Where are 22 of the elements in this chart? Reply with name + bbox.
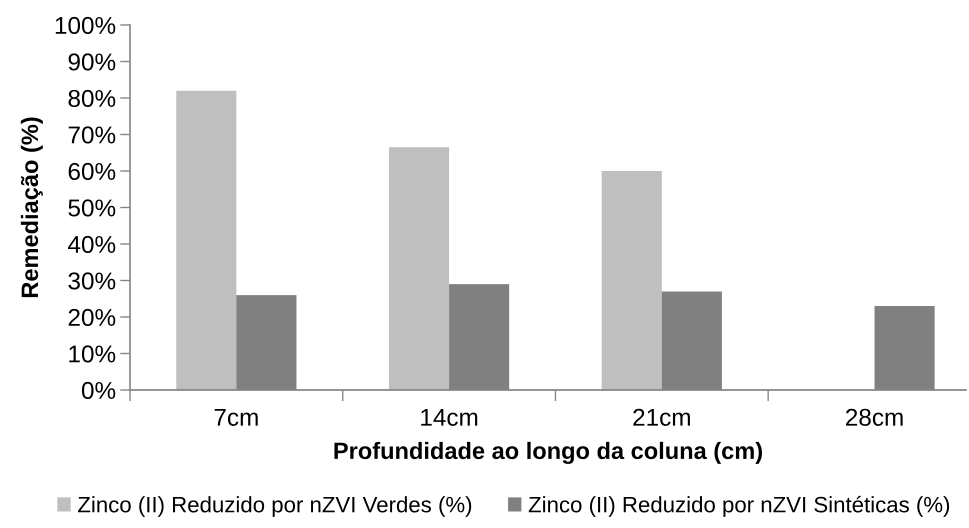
bar	[176, 90, 236, 390]
y-tick-label: 20%	[68, 308, 116, 326]
y-tick-label: 40%	[68, 236, 116, 254]
y-tick-label: 100%	[56, 16, 116, 34]
x-tick-label: 7cm	[214, 408, 258, 426]
bar	[602, 171, 662, 390]
x-axis-title: Profundidade ao longo da coluna (cm)	[334, 442, 762, 464]
x-tick-label: 21cm	[633, 408, 690, 426]
y-tick-label: 70%	[68, 126, 116, 144]
x-tick-label: 28cm	[846, 408, 903, 426]
legend-label: Zinco (II) Reduzido por nZVI Verdes (%)	[78, 496, 472, 517]
bar	[388, 147, 450, 390]
y-tick-label: 80%	[68, 90, 116, 108]
y-tick-label: 50%	[68, 199, 116, 217]
y-tick-label: 10%	[69, 345, 116, 363]
y-axis-title: Remediação (%)	[20, 117, 43, 298]
y-tick-label: 0%	[82, 382, 116, 400]
y-tick-label: 60%	[68, 162, 116, 180]
y-tick-label: 30%	[68, 272, 116, 290]
legend-label: Zinco (II) Reduzido por nZVI Sintéticas (%)	[528, 496, 950, 517]
x-tick-label: 14cm	[421, 408, 478, 426]
y-tick-label: 90%	[68, 53, 116, 71]
